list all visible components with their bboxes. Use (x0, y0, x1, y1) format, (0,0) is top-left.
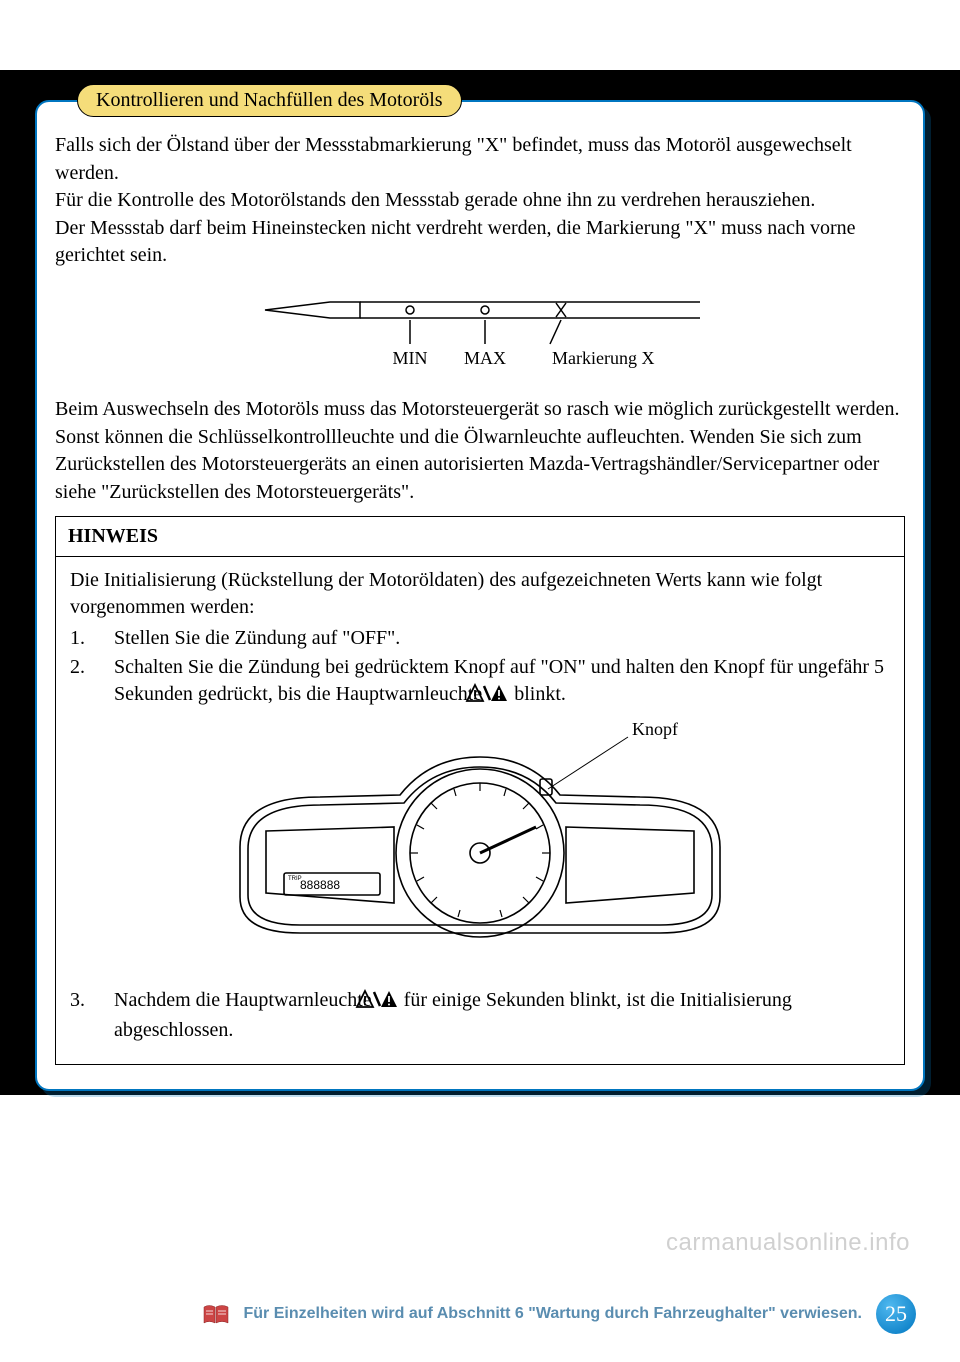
hinweis-intro: Die Initialisierung (Rückstellung der Mo… (70, 567, 890, 621)
knopf-label: Knopf (632, 719, 678, 739)
dipstick-label-min: MIN (393, 348, 428, 368)
warning-icon (377, 989, 399, 1017)
hinweis-body: Die Initialisierung (Rückstellung der Mo… (56, 557, 904, 1064)
hinweis-step-1-text: Stellen Sie die Zündung auf "OFF". (114, 627, 400, 649)
trip-digits: 888888 (300, 878, 340, 892)
paragraph-3: Der Messstab darf beim Hineinstecken nic… (55, 215, 905, 270)
hinweis-step-2: 2.Schalten Sie die Zündung bei gedrückte… (92, 654, 890, 711)
instrument-cluster-diagram: Knopf (200, 717, 760, 977)
hinweis-title: HINWEIS (56, 517, 904, 557)
svg-text:TRIP: TRIP (288, 876, 302, 882)
dipstick-label-max: MAX (464, 348, 506, 368)
book-icon (203, 1304, 229, 1324)
footer: Für Einzelheiten wird auf Abschnitt 6 "W… (203, 1294, 916, 1334)
hinweis-step-3-text-a: Nachdem die Hauptwarnleuchte (114, 989, 377, 1011)
paragraph-4: Beim Auswechseln des Motoröls muss das M… (55, 396, 905, 506)
content-card: Kontrollieren und Nachfüllen des Motoröl… (35, 100, 925, 1091)
hinweis-step-2-text-b: blinkt. (514, 683, 566, 705)
section-heading-pill: Kontrollieren und Nachfüllen des Motoröl… (77, 84, 462, 117)
footer-text: Für Einzelheiten wird auf Abschnitt 6 "W… (243, 1305, 862, 1323)
warning-icon (487, 683, 509, 711)
hinweis-box: HINWEIS Die Initialisierung (Rückstellun… (55, 516, 905, 1065)
dipstick-diagram: MIN MAX Markierung X (260, 288, 700, 378)
hinweis-step-3: 3.Nachdem die Hauptwarnleuchte (92, 987, 890, 1044)
paragraph-2: Für die Kontrolle des Motorölstands den … (55, 187, 905, 215)
paragraph-1: Falls sich der Ölstand über der Messstab… (55, 132, 905, 187)
header-band: Wartung und Pflege (0, 0, 960, 70)
watermark: carmanualsonline.info (666, 1229, 910, 1257)
hinweis-step-1: 1.Stellen Sie die Zündung auf "OFF". (92, 625, 890, 652)
page-number: 25 (876, 1294, 916, 1334)
page-title: Wartung und Pflege (610, 14, 920, 56)
dipstick-label-x: Markierung X (552, 348, 654, 368)
content-wrapper: Kontrollieren und Nachfüllen des Motoröl… (0, 70, 960, 1095)
